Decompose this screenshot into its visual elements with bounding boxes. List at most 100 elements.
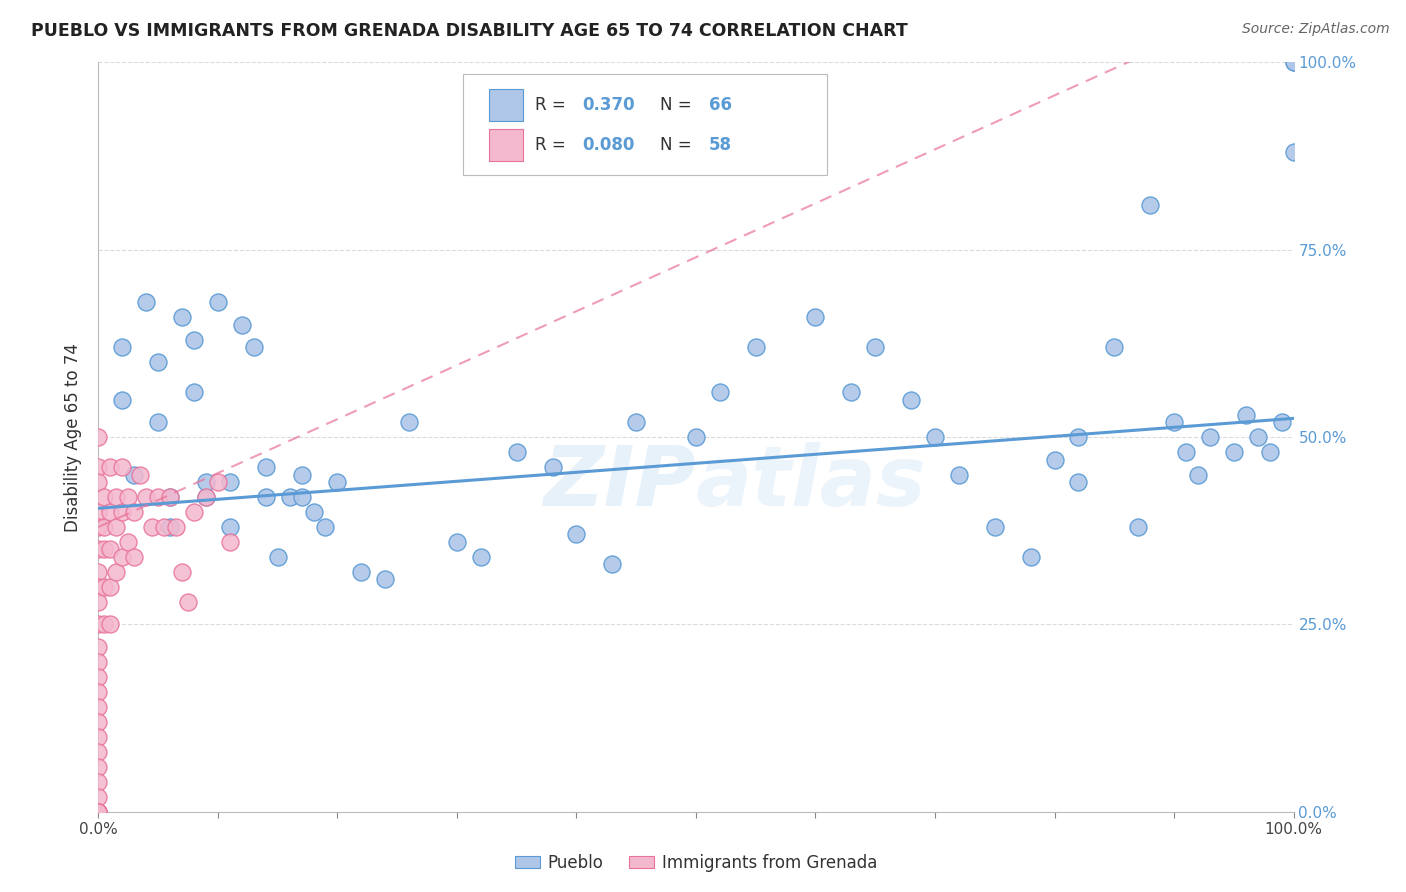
Point	[183, 505, 205, 519]
Point	[105, 490, 128, 504]
Point	[1199, 430, 1222, 444]
Point	[165, 520, 187, 534]
Point	[984, 520, 1007, 534]
Point	[111, 392, 134, 407]
Text: ZIP: ZIP	[543, 442, 696, 523]
Point	[1019, 549, 1042, 564]
Text: 66: 66	[709, 96, 733, 114]
Point	[1163, 415, 1185, 429]
FancyBboxPatch shape	[463, 74, 827, 175]
Point	[87, 565, 110, 579]
Point	[195, 490, 218, 504]
Point	[111, 549, 134, 564]
Point	[111, 505, 134, 519]
Point	[1139, 198, 1161, 212]
Point	[602, 558, 624, 572]
Point	[141, 520, 163, 534]
Point	[1187, 467, 1209, 482]
Point	[87, 789, 110, 804]
Point	[159, 490, 181, 504]
Point	[98, 505, 122, 519]
Point	[117, 535, 139, 549]
Point	[1258, 445, 1281, 459]
Point	[93, 490, 115, 504]
Point	[183, 385, 205, 400]
Point	[626, 415, 648, 429]
Y-axis label: Disability Age 65 to 74: Disability Age 65 to 74	[65, 343, 83, 532]
Point	[291, 467, 314, 482]
Point	[117, 490, 139, 504]
Point	[105, 520, 128, 534]
Point	[219, 475, 242, 489]
Point	[195, 475, 218, 489]
Point	[278, 490, 301, 504]
Point	[841, 385, 863, 400]
Point	[254, 460, 277, 475]
Point	[506, 445, 529, 459]
Point	[148, 415, 170, 429]
Point	[254, 490, 277, 504]
Point	[87, 745, 110, 759]
Point	[326, 475, 349, 489]
Point	[267, 549, 290, 564]
Point	[159, 490, 181, 504]
FancyBboxPatch shape	[489, 89, 523, 121]
Point	[183, 333, 205, 347]
Point	[398, 415, 420, 429]
Point	[93, 580, 115, 594]
Point	[1043, 452, 1066, 467]
Point	[124, 467, 146, 482]
Point	[87, 730, 110, 744]
Point	[1104, 340, 1126, 354]
Point	[87, 520, 110, 534]
Point	[1282, 55, 1305, 70]
Point	[87, 460, 110, 475]
Text: 58: 58	[709, 136, 733, 153]
FancyBboxPatch shape	[489, 129, 523, 161]
Point	[98, 460, 122, 475]
Text: atlas: atlas	[696, 442, 927, 523]
Point	[350, 565, 373, 579]
Point	[135, 295, 157, 310]
Point	[565, 527, 588, 541]
Point	[900, 392, 922, 407]
Point	[172, 310, 194, 325]
Point	[243, 340, 266, 354]
Point	[172, 565, 194, 579]
Point	[231, 318, 253, 332]
Text: R =: R =	[534, 96, 565, 114]
Point	[98, 617, 122, 632]
Point	[87, 805, 110, 819]
Point	[87, 670, 110, 684]
Point	[87, 617, 110, 632]
Point	[1271, 415, 1294, 429]
Point	[129, 467, 152, 482]
Point	[93, 617, 115, 632]
Point	[685, 430, 707, 444]
Point	[87, 430, 110, 444]
Point	[111, 460, 134, 475]
Point	[87, 760, 110, 774]
Point	[219, 535, 242, 549]
Point	[1175, 445, 1198, 459]
Point	[207, 475, 229, 489]
Point	[709, 385, 731, 400]
Point	[98, 580, 122, 594]
Point	[87, 699, 110, 714]
Point	[87, 685, 110, 699]
Point	[177, 595, 200, 609]
Point	[1067, 430, 1090, 444]
Point	[105, 565, 128, 579]
Point	[374, 573, 396, 587]
Point	[1234, 408, 1257, 422]
Point	[87, 542, 110, 557]
Text: N =: N =	[661, 136, 692, 153]
Point	[93, 542, 115, 557]
Point	[470, 549, 492, 564]
Point	[1247, 430, 1270, 444]
Point	[1067, 475, 1090, 489]
Point	[87, 655, 110, 669]
Point	[87, 640, 110, 654]
Point	[111, 340, 134, 354]
Point	[124, 505, 146, 519]
